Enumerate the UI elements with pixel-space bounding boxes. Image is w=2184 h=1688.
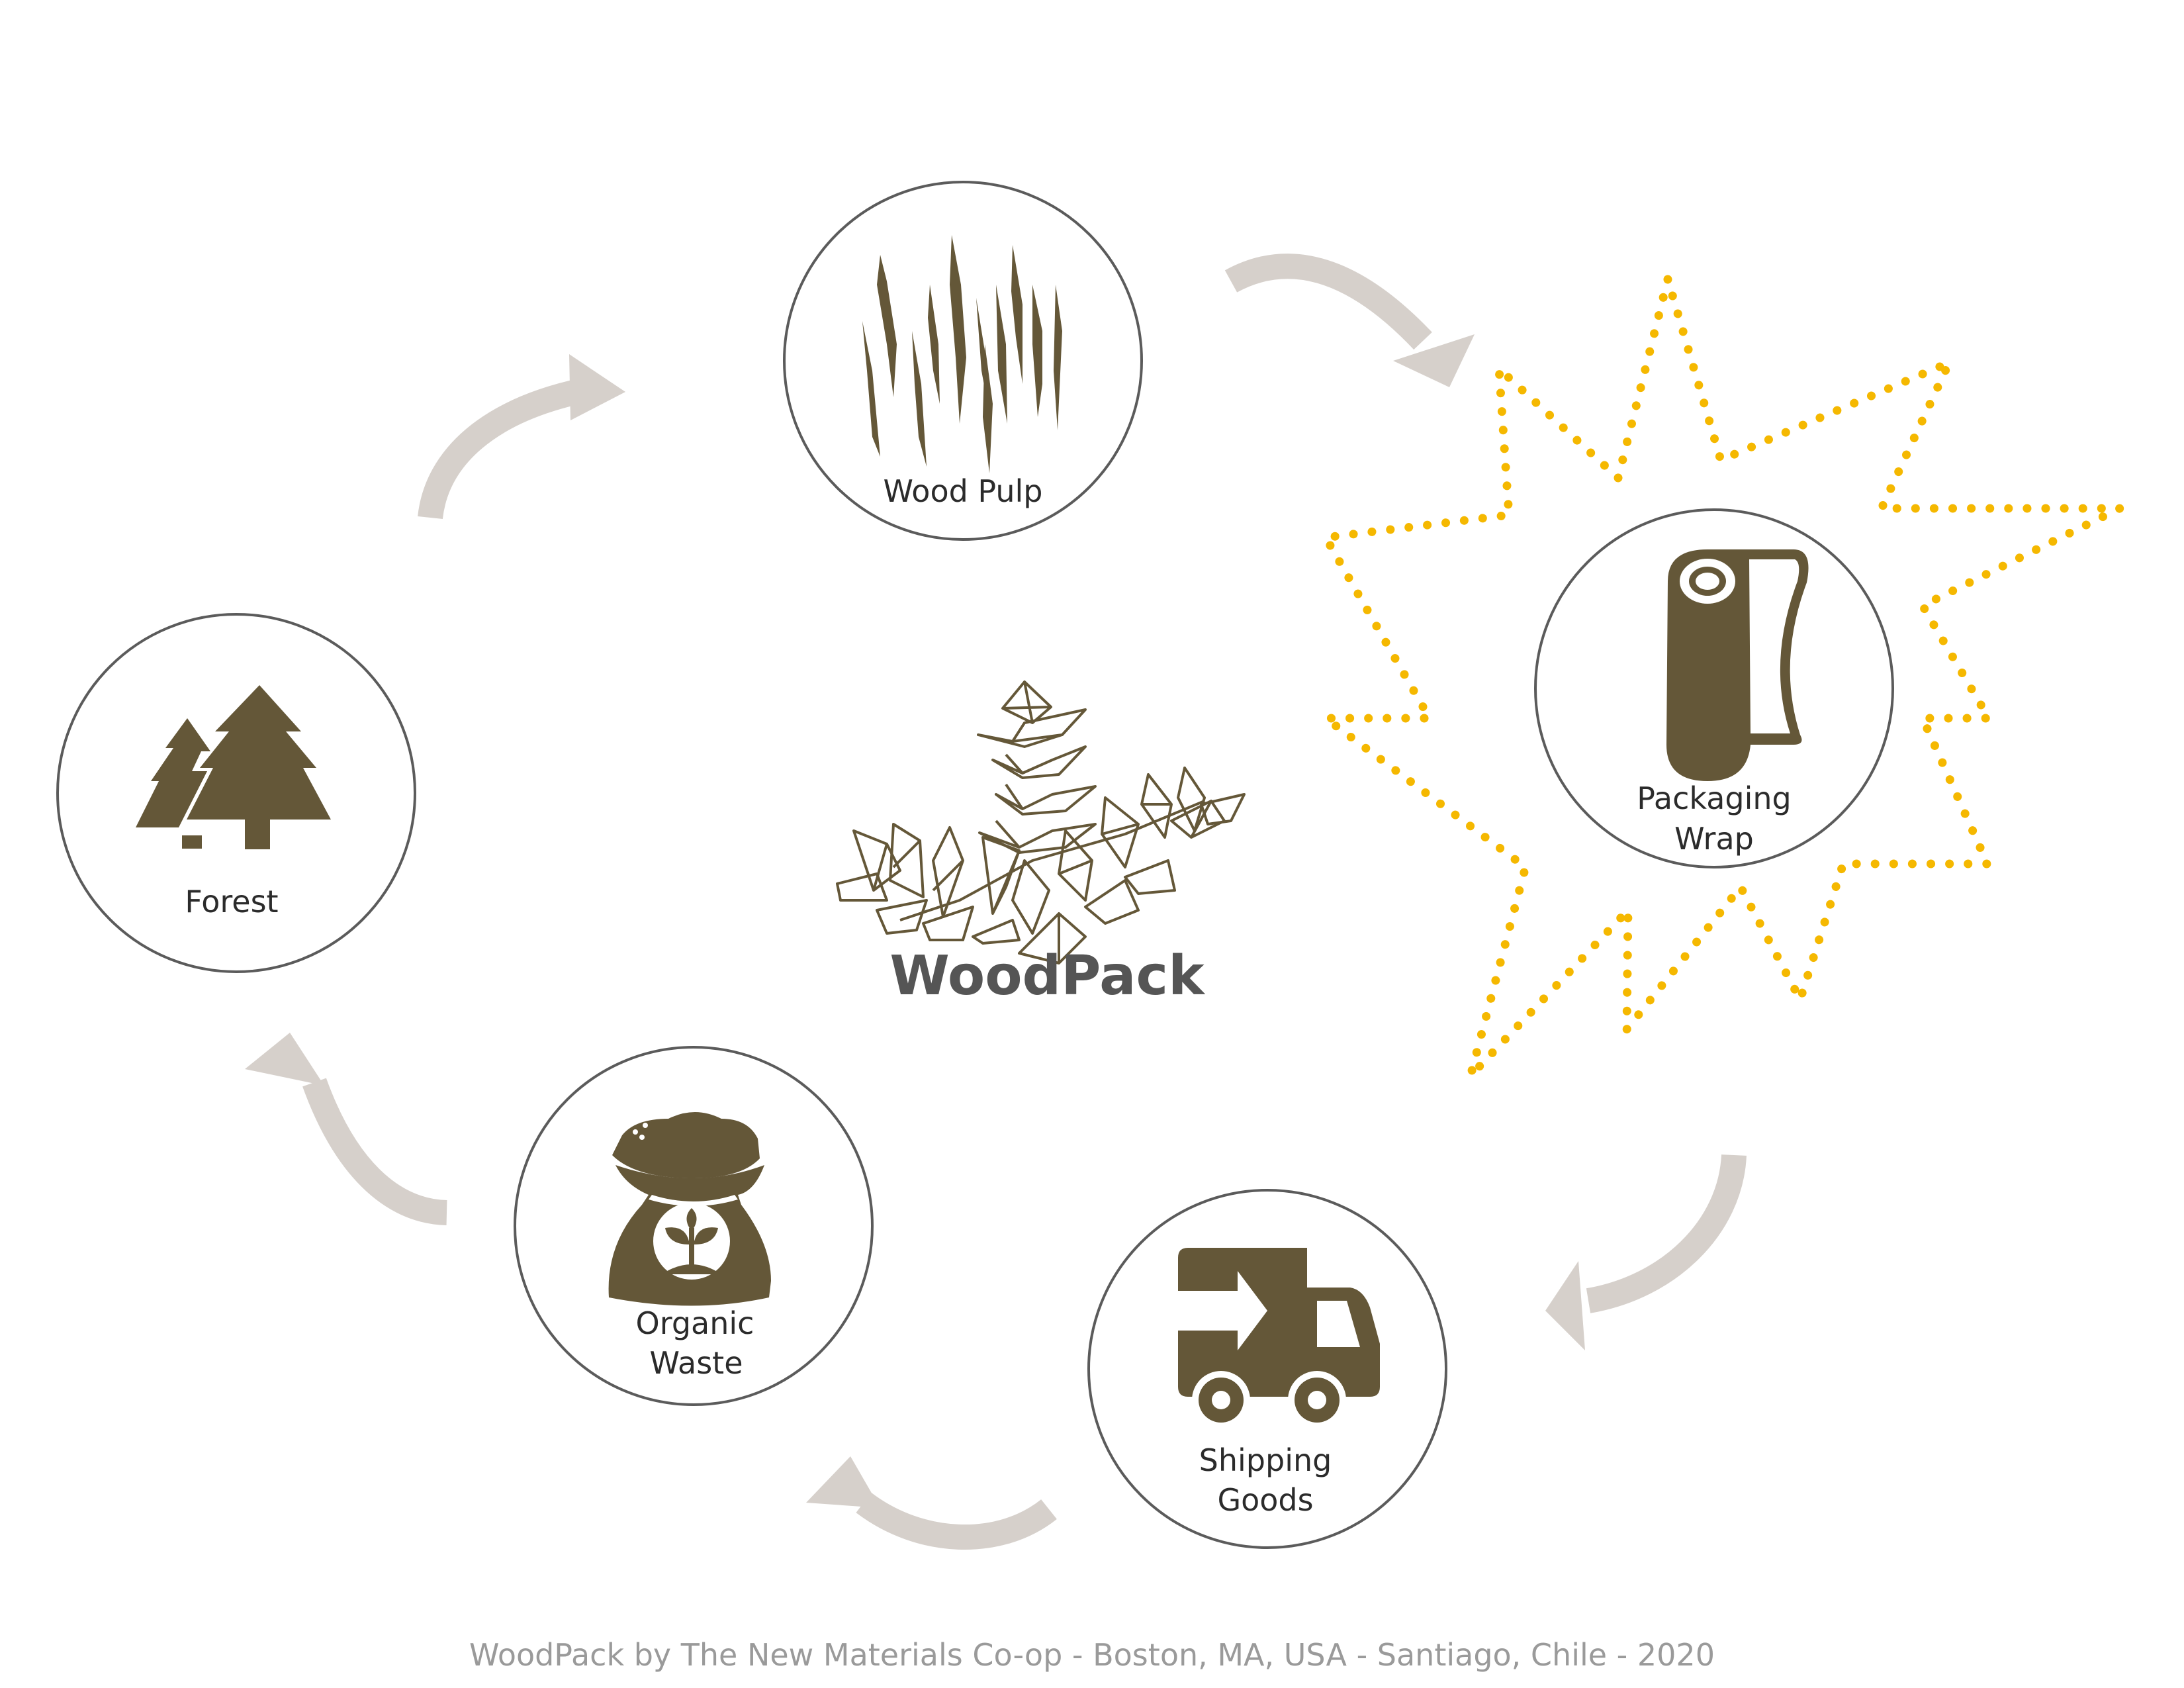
node-label: Organic	[636, 1305, 754, 1341]
arrow-packaging-to-shipping	[1545, 1154, 1747, 1350]
node-label: Waste	[649, 1345, 743, 1381]
woodpack-logo: WoodPack	[836, 680, 1246, 1008]
wood-fiber-icon	[862, 235, 1062, 473]
arrow-shipping-to-waste	[806, 1456, 1057, 1550]
node-forest: Forest	[56, 613, 416, 973]
node-label: Shipping	[1199, 1442, 1332, 1478]
paper-roll-icon	[1666, 549, 1809, 781]
node-label: Wrap	[1674, 821, 1754, 857]
leaf-branch-logo-icon	[836, 680, 1246, 964]
node-shipping-goods: Shipping Goods	[1087, 1189, 1447, 1549]
compost-sack-icon	[608, 1112, 771, 1306]
arrow-pulp-to-packaging	[1224, 254, 1475, 387]
node-label: Forest	[185, 884, 278, 919]
arrow-forest-to-pulp	[418, 354, 625, 520]
node-packaging-wrap: Packaging Wrap	[1534, 508, 1894, 868]
delivery-truck-icon	[1178, 1248, 1380, 1429]
footer-credit: WoodPack by The New Materials Co-op - Bo…	[469, 1637, 1715, 1673]
highlight-starburst	[1312, 263, 2122, 1079]
node-label: Wood Pulp	[884, 473, 1043, 509]
node-organic-waste: Organic Waste	[514, 1046, 874, 1406]
brand-name: WoodPack	[889, 945, 1206, 1008]
node-label: Packaging	[1637, 780, 1792, 816]
node-label: Goods	[1217, 1482, 1313, 1518]
trees-icon	[136, 685, 331, 849]
arrow-waste-to-forest	[245, 1033, 448, 1225]
node-wood-pulp: Wood Pulp	[783, 181, 1143, 541]
